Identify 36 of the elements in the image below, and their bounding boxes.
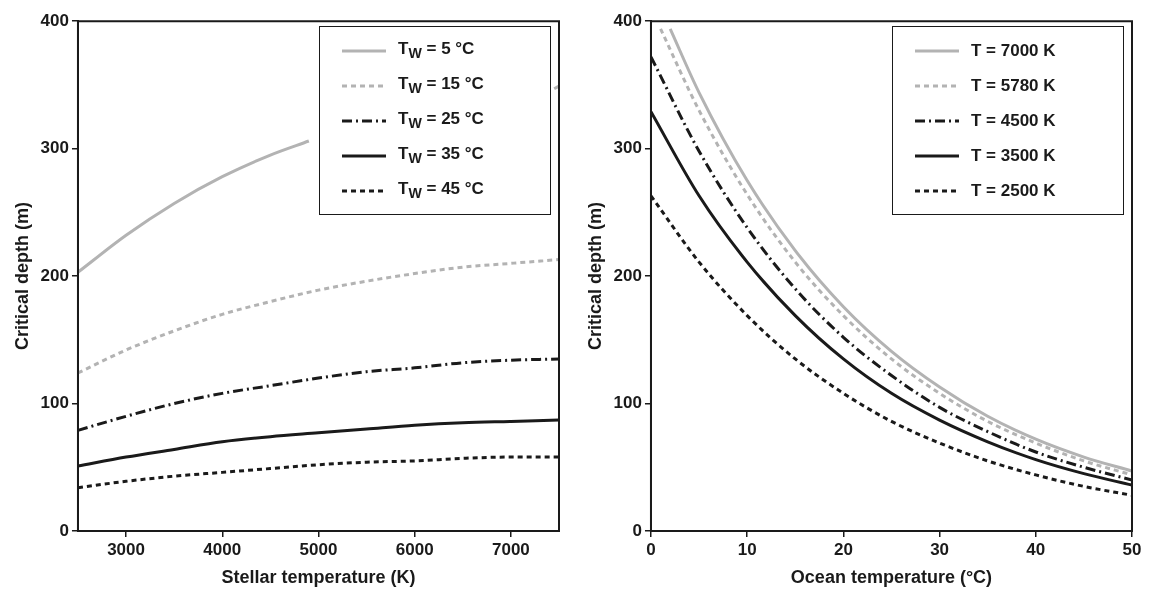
x-tick-label: 6000 (395, 539, 434, 559)
line-series (77, 258, 559, 375)
y-axis-title: Critical depth (m) (11, 202, 32, 351)
legend-label: T$_{W}$ = 45 °C (398, 179, 484, 202)
x-tick-label: 0 (646, 539, 656, 559)
x-tick-label: 20 (833, 539, 853, 559)
legend-label: T$_{W}$ = 25 °C (398, 109, 484, 132)
y-tick-label: 300 (40, 138, 69, 158)
legend-label: T = 7000 K (971, 40, 1056, 61)
x-axis-title: Ocean temperature (°C) (790, 567, 993, 588)
y-axis-title: Critical depth (m) (584, 202, 605, 351)
legend-label: T$_{W}$ = 15 °C (398, 74, 484, 97)
y-tick-label: 0 (632, 520, 642, 540)
y-tick-label: 100 (40, 393, 69, 413)
legend-label: T = 2500 K (971, 180, 1056, 201)
x-tick-label: 30 (930, 539, 950, 559)
legend-label: T = 3500 K (971, 145, 1056, 166)
x-tick-label: 40 (1026, 539, 1046, 559)
legend-label: T$_{W}$ = 35 °C (398, 144, 484, 167)
y-tick-label: 400 (613, 10, 642, 30)
y-tick-label: 200 (613, 265, 642, 285)
y-tick-label: 200 (40, 265, 69, 285)
x-tick-label: 7000 (491, 539, 530, 559)
y-tick-label: 400 (40, 10, 69, 30)
x-tick-label: 3000 (107, 539, 145, 559)
x-axis-title: Stellar temperature (K) (221, 567, 416, 588)
y-tick-label: 300 (613, 138, 642, 158)
x-tick-label: 5000 (299, 539, 338, 559)
y-tick-label: 100 (613, 393, 642, 413)
x-tick-label: 10 (737, 539, 757, 559)
x-tick-label: 50 (1122, 539, 1142, 559)
x-tick-label: 4000 (203, 539, 242, 559)
legend-label: T = 5780 K (971, 75, 1056, 96)
legend-label: T = 4500 K (971, 110, 1056, 131)
y-tick-label: 0 (59, 520, 69, 540)
legend-label: T$_{W}$ = 5 °C (398, 39, 475, 62)
